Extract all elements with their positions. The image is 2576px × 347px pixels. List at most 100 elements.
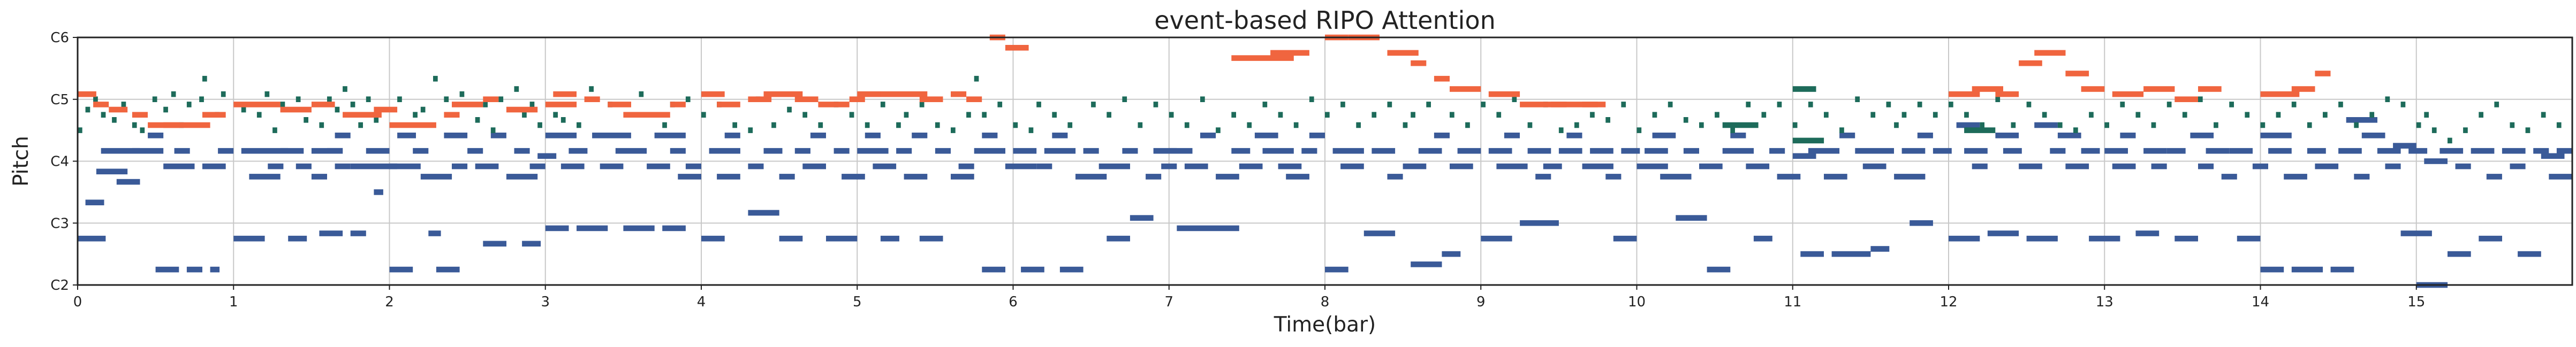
note-mark <box>490 127 496 133</box>
note-mark <box>319 122 324 128</box>
note-mark <box>919 96 943 102</box>
note-mark <box>966 96 982 102</box>
note-mark <box>1699 122 1704 128</box>
note-mark <box>1535 174 1551 180</box>
note-mark <box>132 148 164 154</box>
note-mark <box>560 163 585 169</box>
note-mark <box>1309 133 1325 138</box>
note-mark <box>2011 122 2016 128</box>
note-mark <box>654 133 686 138</box>
note-mark <box>1067 122 1073 128</box>
note-mark <box>1332 148 1364 154</box>
note-mark <box>701 91 725 97</box>
x-tick-label: 13 <box>2096 294 2113 310</box>
note-mark <box>1964 112 1969 118</box>
x-tick-label: 6 <box>1009 294 1018 310</box>
note-mark <box>202 163 226 169</box>
note-mark <box>1894 174 1926 180</box>
note-mark <box>1107 235 1130 242</box>
note-mark <box>1613 235 1637 242</box>
note-mark <box>514 86 519 92</box>
note-mark <box>1161 163 1177 169</box>
note-mark <box>335 133 351 138</box>
note-mark <box>1013 148 1037 154</box>
note-mark <box>880 235 899 242</box>
note-mark <box>958 163 974 169</box>
note-mark <box>2081 86 2105 92</box>
note-mark <box>2502 148 2526 154</box>
note-mark <box>2166 102 2172 107</box>
note-mark <box>2065 163 2089 169</box>
note-mark <box>101 148 140 154</box>
note-mark <box>1481 102 1486 107</box>
note-mark <box>2034 50 2066 56</box>
note-mark <box>1980 122 1984 128</box>
note-mark <box>1995 96 2001 102</box>
note-mark <box>335 106 340 113</box>
note-mark <box>639 91 644 97</box>
note-mark <box>553 112 558 118</box>
note-mark <box>389 266 413 273</box>
note-mark <box>296 163 312 169</box>
note-mark <box>389 122 436 128</box>
note-mark <box>1411 112 1415 118</box>
note-mark <box>1488 91 1520 97</box>
note-mark <box>896 122 901 128</box>
note-mark <box>249 174 281 180</box>
note-mark <box>1933 148 1952 154</box>
note-mark <box>577 122 581 128</box>
note-mark <box>1005 45 1029 51</box>
x-tick-label: 1 <box>229 294 238 310</box>
note-mark <box>1730 133 1746 138</box>
note-mark <box>1278 112 1283 118</box>
note-mark <box>1543 163 1562 169</box>
note-mark <box>1722 122 1754 128</box>
note-mark <box>1169 148 1193 154</box>
note-mark <box>522 241 541 247</box>
note-mark <box>873 163 897 169</box>
note-mark <box>2089 235 2120 242</box>
note-mark <box>2448 137 2452 144</box>
note-mark <box>264 91 270 97</box>
chart-title: event-based RIPO Attention <box>1154 6 1496 35</box>
note-mark <box>1450 163 1473 169</box>
note-mark <box>1293 122 1299 128</box>
note-mark <box>2346 117 2377 123</box>
note-mark <box>748 127 753 133</box>
note-mark <box>935 148 951 154</box>
note-mark <box>2315 71 2331 76</box>
x-tick-label: 7 <box>1164 294 1173 310</box>
note-mark <box>1098 163 1130 169</box>
note-mark <box>2323 112 2328 118</box>
note-mark <box>951 174 974 180</box>
note-mark <box>350 102 355 107</box>
note-mark <box>2377 148 2401 154</box>
note-mark <box>647 163 670 169</box>
note-mark <box>109 106 128 113</box>
note-mark <box>1995 91 2019 97</box>
note-mark <box>2385 163 2401 169</box>
note-mark <box>374 117 379 123</box>
note-mark <box>2315 163 2339 169</box>
note-mark <box>1403 163 1427 169</box>
note-mark <box>2471 148 2495 154</box>
x-tick-label: 10 <box>1628 294 1646 310</box>
note-mark <box>1855 96 1860 102</box>
note-mark <box>748 163 764 169</box>
note-mark <box>256 112 262 118</box>
note-mark <box>1520 102 1567 107</box>
note-mark <box>2081 148 2100 154</box>
note-mark <box>982 266 1005 273</box>
note-mark <box>2479 235 2502 242</box>
note-mark <box>2424 158 2448 164</box>
note-mark <box>592 133 631 138</box>
y-tick-label: C5 <box>50 92 69 108</box>
note-mark <box>241 148 289 154</box>
note-mark <box>1730 127 1735 133</box>
note-mark <box>1636 127 1642 133</box>
note-mark <box>1683 117 1688 123</box>
note-mark <box>802 163 826 169</box>
note-mark <box>1777 174 1801 180</box>
note-mark <box>1496 163 1528 169</box>
